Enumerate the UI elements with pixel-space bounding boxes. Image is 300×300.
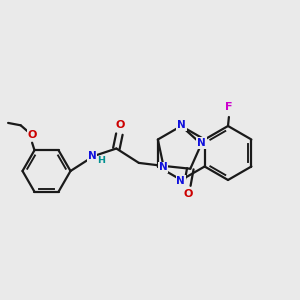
Text: O: O [28, 130, 37, 140]
Text: N: N [197, 138, 206, 148]
Text: N: N [177, 120, 186, 130]
Text: N: N [159, 162, 167, 172]
Text: N: N [88, 151, 96, 161]
Text: N: N [176, 176, 185, 186]
Text: O: O [115, 120, 125, 130]
Text: F: F [225, 102, 233, 112]
Text: O: O [183, 189, 193, 199]
Text: H: H [97, 156, 105, 165]
